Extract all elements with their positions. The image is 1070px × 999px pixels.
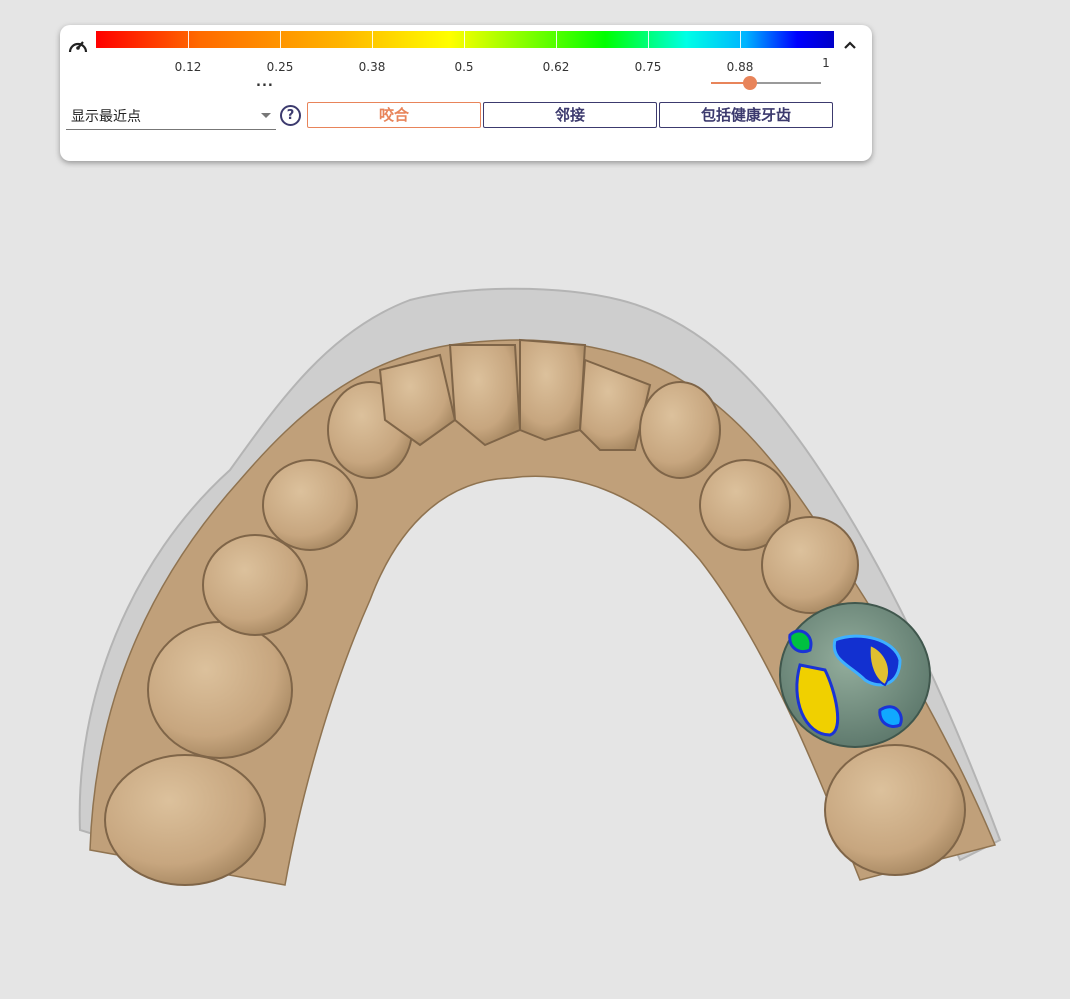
slider-thumb[interactable] [742,76,757,90]
include-healthy-teeth-button[interactable]: 包括健康牙齿 [659,102,833,128]
dropdown-arrow-icon [261,113,271,118]
slider-track [711,82,821,84]
more-options[interactable]: ... [256,75,274,90]
colorbar-tick-label: 0.88 [726,60,754,74]
lower-teeth [104,338,966,886]
occlusion-button[interactable]: 咬合 [307,102,481,128]
distance-colorbar: 0.12 0.25 0.38 0.5 0.62 0.75 0.88 1 [96,31,834,74]
gauge-icon[interactable] [68,37,88,55]
display-mode-value: 显示最近点 [71,109,141,125]
colorbar-tick-label: 0.12 [174,60,202,74]
threshold-slider[interactable] [711,75,821,91]
chevron-up-icon[interactable] [842,38,858,52]
slider-fill [711,82,750,84]
colorbar-tick-label: 1 [822,56,830,70]
analysis-toolbar: 0.12 0.25 0.38 0.5 0.62 0.75 0.88 1 ... … [60,25,872,161]
colorbar-tick-label: 0.38 [358,60,386,74]
colorbar-tick-label: 0.25 [266,60,294,74]
display-mode-select[interactable]: 显示最近点 [66,101,276,130]
colorbar-tick-label: 0.5 [454,60,474,74]
colorbar-tick-label: 0.62 [542,60,570,74]
help-circle-icon[interactable]: ? [280,105,301,126]
adjacent-button[interactable]: 邻接 [483,102,657,128]
target-crown-heatmap [779,602,931,748]
colorbar-tick-label: 0.75 [634,60,662,74]
